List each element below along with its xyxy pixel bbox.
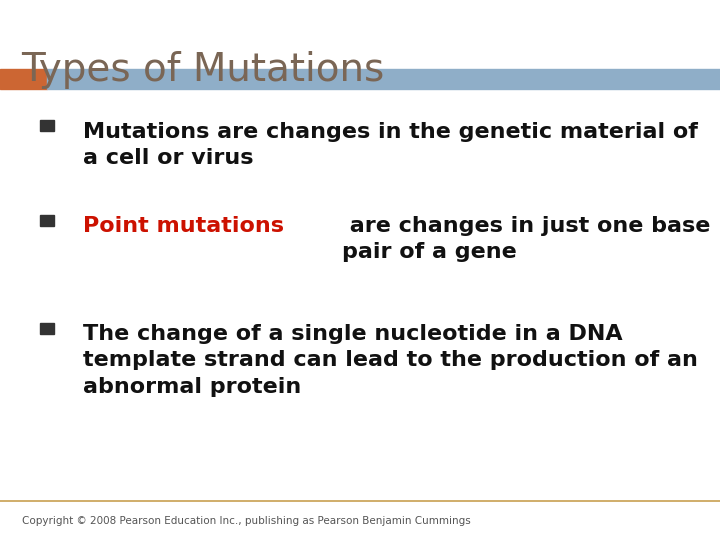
Bar xyxy=(0,69,47,89)
Text: The change of a single nucleotide in a DNA
template strand can lead to the produ: The change of a single nucleotide in a D… xyxy=(83,324,698,397)
Text: Mutations are changes in the genetic material of
a cell or virus: Mutations are changes in the genetic mat… xyxy=(83,122,698,168)
Text: Types of Mutations: Types of Mutations xyxy=(22,51,385,89)
Text: are changes in just one base
pair of a gene: are changes in just one base pair of a g… xyxy=(342,216,711,262)
Bar xyxy=(40,120,54,131)
Bar xyxy=(40,215,54,226)
Bar xyxy=(47,69,720,89)
Text: Point mutations: Point mutations xyxy=(83,216,284,236)
Text: Copyright © 2008 Pearson Education Inc., publishing as Pearson Benjamin Cummings: Copyright © 2008 Pearson Education Inc.,… xyxy=(22,516,470,526)
Bar xyxy=(40,323,54,334)
